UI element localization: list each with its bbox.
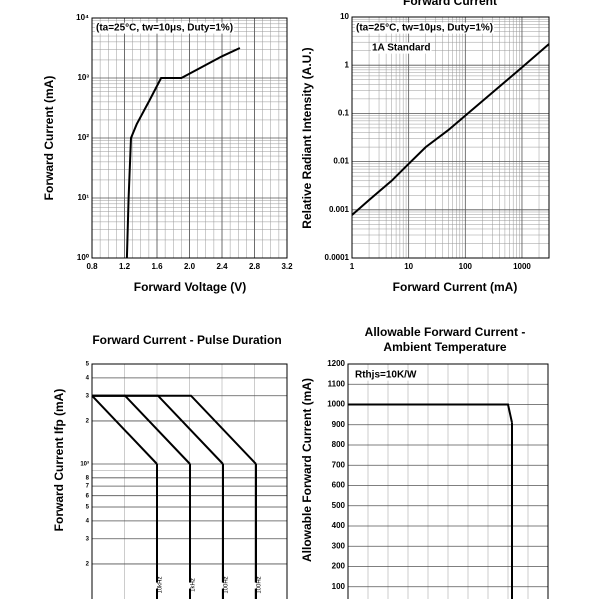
chart: 0.0001 0.001 0.01 0.1 1 10 1 10 100 1000 Forward C… xyxy=(300,0,550,294)
plot-frame xyxy=(347,363,549,599)
series-label: 100Hz xyxy=(257,576,263,593)
label-box xyxy=(186,582,200,589)
y-tick-label: 500 xyxy=(332,501,346,510)
plot-frame xyxy=(351,16,550,259)
y-tick-label: 0.001 xyxy=(329,205,350,214)
y-tick-label: 400 xyxy=(332,521,346,530)
annotation: (ta=25°C, tw=10μs, Duty=1%) xyxy=(356,23,493,34)
y-tick-label: 0.01 xyxy=(333,157,349,166)
y-tick-label: 2 xyxy=(86,562,90,568)
y-tick-label: 10³ xyxy=(80,461,89,468)
y-tick-label: 1200 xyxy=(327,359,345,368)
data-line xyxy=(91,395,158,465)
y-tick-label: 800 xyxy=(332,440,346,449)
y-axis-label: Allowable Forward Current (mA) xyxy=(300,378,314,562)
y-tick-label: 10² xyxy=(77,133,89,142)
y-tick-label: 0.0001 xyxy=(325,253,350,262)
y-tick-label: 10³ xyxy=(77,73,89,82)
label-box xyxy=(250,582,268,589)
y-tick-label: 8 xyxy=(86,475,90,481)
annotation-box xyxy=(355,22,495,34)
x-tick-label: 10 xyxy=(404,262,413,271)
chart-title: Forward Current xyxy=(403,0,497,8)
y-tick-label: 300 xyxy=(332,541,346,550)
y-tick-label: 2 xyxy=(86,418,90,424)
x-tick-label: 1.6 xyxy=(151,262,163,271)
data-line xyxy=(92,394,257,465)
y-tick-label: 4 xyxy=(86,375,90,381)
x-tick-label: 1 xyxy=(350,262,355,271)
series-label: 10kHz xyxy=(158,576,164,593)
series-label: 100Hz xyxy=(224,576,230,593)
chart: 100 200 300 400 500 600 700 800 900 1000 1100 1200 A… xyxy=(300,325,549,599)
y-tick-label: 200 xyxy=(332,562,346,571)
data-line xyxy=(351,43,550,216)
x-tick-label: 2.8 xyxy=(249,262,261,271)
chart: 10⁰ 10¹ 10² 10³ 10⁴ 0.8 1.2 1.6 2.0 2.4 2.8 3.2 Forw… xyxy=(42,13,293,294)
annotation-box xyxy=(95,22,235,34)
x-tick-label: 100 xyxy=(459,262,473,271)
data-line xyxy=(92,394,191,465)
y-tick-label: 3 xyxy=(86,393,90,399)
x-tick-label: 1000 xyxy=(513,262,531,271)
y-tick-label: 6 xyxy=(86,493,90,499)
y-tick-label: 5 xyxy=(86,505,90,511)
x-tick-label: 1.2 xyxy=(119,262,131,271)
y-tick-label: 3 xyxy=(86,536,90,542)
data-line xyxy=(348,403,513,423)
label-box xyxy=(151,582,169,589)
y-tick-label: 1100 xyxy=(328,379,346,388)
x-tick-label: 3.2 xyxy=(281,262,293,271)
label-box xyxy=(217,582,235,589)
y-tick-label: 10¹ xyxy=(77,193,89,202)
x-tick-label: 2.0 xyxy=(184,262,196,271)
y-axis-label: Relative Radiant Intensity (A.U.) xyxy=(300,47,314,228)
y-tick-label: 4 xyxy=(86,518,90,524)
chart: 2 3 4 5 6 7 8 10³ 2 3 4 5 Forward Current - Pulse Du… xyxy=(52,333,288,599)
plot-frame xyxy=(91,363,288,599)
series-label: 1kHz xyxy=(191,578,197,592)
y-tick-label: 10⁰ xyxy=(77,253,90,262)
y-tick-label: 5 xyxy=(86,362,90,368)
y-tick-label: 1 xyxy=(345,60,350,69)
data-line xyxy=(125,47,241,259)
y-tick-label: 700 xyxy=(332,460,346,469)
x-tick-label: 0.8 xyxy=(86,262,98,271)
y-tick-label: 10⁴ xyxy=(76,13,89,22)
y-tick-label: 100 xyxy=(332,582,346,591)
y-axis-label: Forward Current Ifp (mA) xyxy=(52,389,66,532)
x-axis-label: Forward Voltage (V) xyxy=(134,280,246,294)
y-tick-label: 7 xyxy=(86,484,90,490)
annotation-box xyxy=(354,369,418,381)
chart-title: Forward Current - Pulse Duration xyxy=(92,333,281,347)
chart-title: Allowable Forward Current - xyxy=(365,325,526,339)
annotation: 1A Standard xyxy=(372,43,431,54)
y-tick-label: 900 xyxy=(332,420,346,429)
chart-title: Ambient Temperature xyxy=(383,340,506,354)
x-tick-label: 2.4 xyxy=(216,262,228,271)
annotation: (ta=25°C, tw=10μs, Duty=1%) xyxy=(96,23,233,34)
y-tick-label: 0.1 xyxy=(338,109,350,118)
y-tick-label: 1000 xyxy=(327,400,345,409)
y-tick-label: 10 xyxy=(340,12,349,21)
annotation-box xyxy=(371,42,432,54)
annotation: Rthjs=10K/W xyxy=(355,370,417,381)
y-axis-label: Forward Current (mA) xyxy=(42,76,56,201)
plot-frame xyxy=(91,17,288,259)
y-tick-label: 600 xyxy=(332,481,346,490)
x-axis-label: Forward Current (mA) xyxy=(393,280,518,294)
